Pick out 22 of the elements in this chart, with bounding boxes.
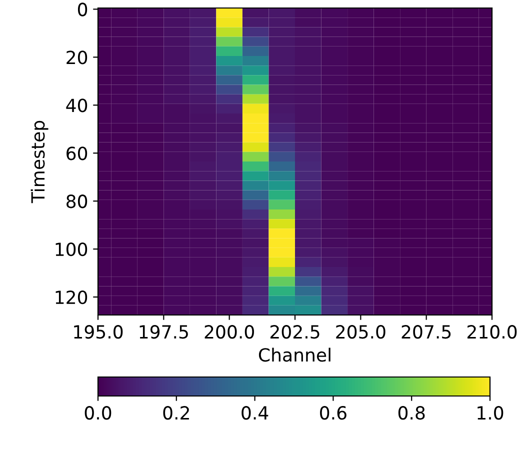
y-axis-title: Timestep	[30, 120, 48, 204]
color-bar-label: 0.2	[163, 406, 189, 420]
color-bar-label: 0.0	[84, 406, 112, 420]
x-tick-label: 205.0	[336, 325, 386, 339]
y-tick-label: 80	[66, 194, 88, 208]
color-bar-label: 0.8	[398, 406, 425, 420]
x-tick-label: 202.5	[270, 325, 320, 339]
x-tick-label: 200.0	[204, 325, 254, 339]
x-tick-label: 207.5	[402, 325, 451, 339]
y-tick-label: 100	[56, 242, 88, 256]
color-bar-label: 0.6	[320, 406, 346, 420]
x-axis-title: Channel	[258, 348, 330, 362]
color-bar-label: 1.0	[478, 406, 504, 420]
x-tick-label: 195.0	[74, 325, 123, 339]
y-tick-label: 0	[78, 2, 88, 16]
x-tick-label: 197.5	[140, 325, 188, 339]
y-tick-label: 60	[66, 146, 88, 160]
y-tick-label: 120	[56, 290, 88, 304]
y-tick-label: 40	[66, 98, 88, 112]
color-bar-label: 0.4	[242, 406, 268, 420]
x-tick-label: 210.0	[467, 325, 517, 339]
y-tick-label: 20	[66, 50, 88, 64]
